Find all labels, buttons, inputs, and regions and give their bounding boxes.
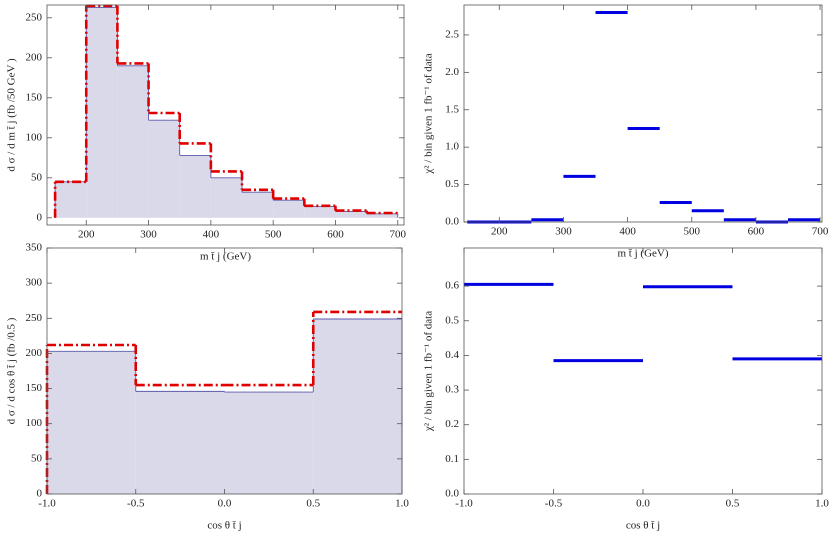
x-tick-label: 300 [140,229,157,241]
bar [148,120,180,218]
plot-frame [463,4,823,223]
x-tick-label: 0.5 [306,498,320,510]
y-tick-label: 150 [26,382,43,394]
y-tick-label: 0.5 [445,178,459,190]
x-tick-label: 0.0 [636,498,650,510]
bar [273,200,305,218]
x-tick-label: 400 [203,229,220,241]
y-tick-label: 0.4 [445,349,459,361]
x-axis-label: cos θ t̄ j [207,520,241,532]
x-axis-label: m t̄ j (GeV) [617,248,668,260]
y-tick-label: 0.6 [445,280,459,292]
x-tick-label: 1.0 [395,498,409,510]
x-tick-label: -1.0 [455,498,473,510]
x-tick-label: -0.5 [545,498,563,510]
y-tick-label: 2.0 [445,66,459,78]
y-tick-label: 0.2 [445,418,459,430]
x-tick-label: 600 [748,226,765,238]
bar [304,206,336,218]
y-tick-label: 50 [31,171,43,183]
x-axis-label: m t̄ j (GeV) [200,251,251,263]
y-tick-label: 250 [26,11,43,23]
x-tick-label: 500 [684,226,701,238]
bar [313,318,402,494]
y-axis-label: χ² / bin given 1 fb⁻¹ of data [423,53,435,174]
y-tick-label: 0.0 [445,216,459,228]
y-tick-label: 0 [37,211,43,223]
bar [117,65,149,218]
x-tick-label: 0.5 [726,498,740,510]
x-tick-label: 400 [619,226,636,238]
bar [179,155,211,218]
y-axis-label: χ² / bin given 1 fb⁻¹ of data [423,311,435,432]
bar [55,181,87,218]
x-tick-label: 0.0 [218,498,232,510]
y-tick-label: 300 [26,277,43,289]
y-tick-label: 1.0 [445,141,459,153]
y-tick-label: 2.5 [445,28,459,40]
x-tick-label: -1.0 [38,498,56,510]
y-tick-label: 0.3 [445,384,459,396]
bar [224,392,314,494]
x-tick-label: -0.5 [127,498,145,510]
y-tick-label: 0 [37,488,43,500]
y-tick-label: 50 [31,452,43,464]
bar [47,351,136,494]
y-tick-label: 100 [26,417,43,429]
bar [366,213,398,218]
bar [210,177,243,218]
bar [86,7,118,218]
y-tick-label: 350 [26,242,43,254]
y-axis-label: d σ / d m t̄ j (fb /50 GeV ) [6,58,18,172]
x-tick-label: 700 [390,229,407,241]
x-tick-label: 200 [491,226,508,238]
x-axis-label: cos θ t̄ j [626,520,660,532]
plot-frame [46,4,405,226]
x-tick-label: 1.0 [815,498,829,510]
y-tick-label: 100 [26,131,43,143]
x-tick-label: 500 [265,229,282,241]
bar [242,192,274,218]
bar [335,211,367,218]
x-tick-label: 600 [327,229,344,241]
x-tick-label: 700 [812,226,829,238]
x-tick-label: 300 [555,226,572,238]
y-tick-label: 1.5 [445,103,459,115]
y-tick-label: 250 [26,312,43,324]
y-tick-label: 200 [26,51,43,63]
y-tick-label: 0.1 [445,453,459,465]
x-tick-label: 200 [78,229,95,241]
bar [135,391,225,494]
y-tick-label: 0.0 [445,488,459,500]
y-tick-label: 150 [26,91,43,103]
y-axis-label: d σ / d cos θ t̄ j (fb /0.5 ) [6,317,18,424]
y-tick-label: 0.5 [445,314,459,326]
y-tick-label: 200 [26,347,43,359]
